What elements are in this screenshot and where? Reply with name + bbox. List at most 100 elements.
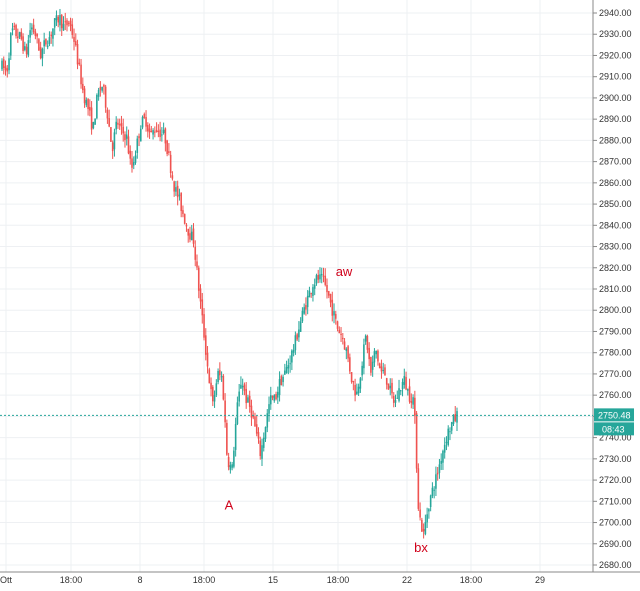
- candle-body: [15, 25, 17, 37]
- candle-body: [428, 509, 430, 512]
- y-tick-label: 2710.00: [599, 496, 632, 506]
- candle-body: [410, 401, 413, 404]
- x-tick-label: 18:00: [193, 575, 216, 585]
- candle-body: [155, 129, 158, 133]
- candle-body: [143, 114, 146, 118]
- candle-body: [222, 375, 225, 400]
- candle-body: [398, 388, 400, 401]
- candle-body: [326, 284, 328, 293]
- candle-body: [85, 99, 88, 106]
- x-tick-label: Ott: [0, 575, 12, 585]
- candle-body: [250, 405, 253, 418]
- candle-body: [282, 376, 284, 383]
- candle-body: [194, 246, 197, 260]
- candle-body: [108, 118, 110, 127]
- candle-body: [178, 194, 181, 196]
- candle-body: [32, 24, 35, 33]
- candle-body: [150, 131, 153, 133]
- candle-body: [162, 129, 165, 134]
- candle-body: [273, 395, 276, 401]
- candle-body: [34, 31, 37, 36]
- candle-body: [52, 28, 54, 39]
- candle-body: [447, 428, 450, 446]
- candle-body: [76, 44, 79, 65]
- candle-body: [20, 31, 23, 39]
- candle-body: [43, 40, 45, 47]
- candle-body: [312, 287, 314, 296]
- candle-body: [445, 441, 448, 444]
- candle-body: [331, 299, 334, 316]
- candle-body: [11, 28, 14, 31]
- candle-body: [124, 134, 126, 141]
- candle-body: [289, 363, 291, 365]
- candle-body: [201, 299, 204, 316]
- candle-body: [421, 519, 423, 532]
- candle-body: [375, 350, 377, 355]
- candle-body: [241, 385, 244, 388]
- candle-body: [391, 382, 393, 394]
- candle-body: [313, 284, 316, 289]
- candle-body: [238, 391, 240, 402]
- candle-body: [204, 335, 207, 355]
- y-tick-label: 2920.00: [599, 50, 632, 60]
- candle-body: [361, 365, 363, 376]
- candle-body: [234, 423, 237, 450]
- candle-body: [255, 424, 258, 434]
- candle-body: [370, 356, 372, 373]
- candle-body: [217, 370, 219, 383]
- candle-body: [261, 445, 263, 459]
- candle-body: [66, 20, 68, 26]
- candle-body: [262, 437, 265, 448]
- candle-body: [380, 366, 383, 372]
- candle-body: [431, 487, 434, 496]
- candle-body: [92, 122, 95, 129]
- candle-body: [106, 109, 109, 119]
- candle-body: [433, 489, 435, 491]
- candle-body: [443, 444, 446, 453]
- candle-body: [13, 25, 16, 28]
- wave-label-aw: aw: [336, 264, 353, 279]
- candle-body: [17, 36, 19, 39]
- y-tick-label: 2780.00: [599, 348, 632, 358]
- candle-body: [73, 36, 75, 42]
- candle-body: [436, 472, 439, 475]
- candle-body: [196, 261, 198, 268]
- candle-body: [90, 107, 93, 130]
- candle-body: [59, 14, 61, 26]
- y-tick-label: 2860.00: [599, 178, 632, 188]
- candle-body: [48, 37, 51, 45]
- candle-body: [132, 162, 135, 166]
- candle-body: [366, 335, 369, 350]
- candle-body: [407, 389, 409, 391]
- candle-body: [333, 311, 335, 316]
- y-tick-label: 2890.00: [599, 114, 632, 124]
- candle-body: [208, 369, 211, 384]
- candle-body: [359, 378, 362, 389]
- candle-body: [275, 394, 277, 400]
- candle-body: [363, 344, 365, 369]
- candle-body: [110, 127, 112, 142]
- candle-body: [113, 132, 116, 150]
- candle-body: [382, 369, 385, 371]
- candle-body: [340, 333, 342, 335]
- candle-body: [157, 130, 160, 132]
- candle-body: [301, 310, 304, 322]
- candle-body: [219, 370, 221, 376]
- candle-body: [233, 450, 235, 467]
- candle-body: [368, 347, 370, 360]
- candle-body: [424, 522, 427, 535]
- candle-body: [183, 213, 186, 224]
- candle-body: [252, 415, 255, 418]
- y-tick-label: 2700.00: [599, 518, 632, 528]
- candle-body: [197, 267, 200, 291]
- candle-body: [1, 60, 3, 70]
- candle-body: [403, 376, 406, 385]
- candle-body: [78, 62, 81, 65]
- candle-body: [338, 329, 341, 334]
- candle-body: [131, 158, 133, 168]
- candle-body: [220, 376, 223, 378]
- candle-body: [354, 384, 356, 396]
- candle-body: [315, 275, 318, 284]
- candle-body: [429, 495, 432, 508]
